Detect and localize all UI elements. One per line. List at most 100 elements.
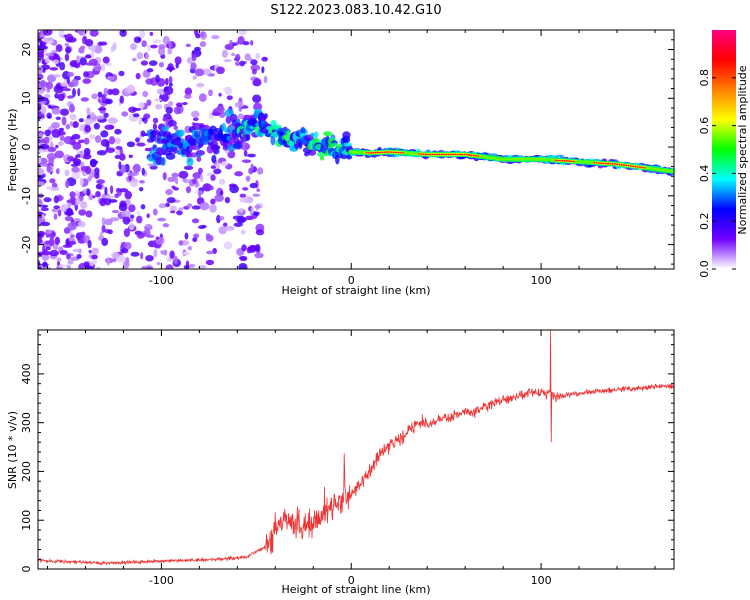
spectrogram-ridge-blob (343, 142, 353, 147)
spectrogram-noise-blob (234, 61, 241, 67)
spectrogram-noise-blob (216, 66, 225, 75)
spectrogram-noise-blob (88, 249, 92, 254)
spectrogram-noise-blob (78, 209, 87, 216)
spectrogram-noise-blob (91, 247, 100, 255)
spectrogram-noise-blob (67, 259, 74, 265)
spectrogram-noise-blob (121, 111, 129, 117)
spectrogram-noise-blob (53, 195, 59, 204)
spectrogram-noise-blob (53, 205, 61, 210)
spectrogram-noise-blob (149, 165, 158, 170)
spectrogram-ridge-blob (233, 135, 240, 146)
spectrogram-noise-blob (253, 102, 263, 112)
spectrogram-noise-blob (168, 40, 172, 49)
spectrogram-noise-blob (43, 266, 51, 269)
spectrogram-ridge-blob (160, 157, 166, 166)
spectrogram-noise-blob (235, 41, 239, 46)
spectrogram-noise-blob (119, 95, 124, 104)
spectrogram-noise-blob (43, 197, 52, 203)
spectrogram-noise-blob (198, 167, 203, 174)
spectrogram-noise-blob (140, 252, 144, 260)
spectrogram-noise-blob (44, 240, 51, 245)
spectrogram-noise-blob (136, 52, 144, 60)
spectrogram-noise-blob (49, 237, 55, 247)
spectrogram-noise-blob (72, 142, 82, 150)
spectrogram-noise-blob (61, 116, 67, 126)
spectrogram-noise-blob (76, 55, 80, 64)
spectrogram-noise-blob (59, 249, 68, 255)
spectrogram-noise-blob (49, 67, 59, 71)
spectrogram-noise-blob (158, 43, 166, 50)
spectrogram-noise-blob (250, 40, 254, 46)
spectrogram-noise-blob (97, 97, 101, 103)
spectrogram-noise-blob (186, 56, 194, 64)
spectrogram-noise-blob (145, 52, 150, 60)
spectrogram-ridge-blob (208, 141, 219, 146)
spectrogram-noise-blob (71, 78, 79, 87)
spectrogram-noise-blob (67, 221, 77, 231)
spectrogram-noise-blob (153, 98, 162, 102)
spectrogram-ridge-blob (270, 135, 276, 146)
spectrogram-noise-blob (183, 165, 194, 171)
spectrogram-noise-blob (153, 248, 158, 258)
spectrogram-noise-blob (78, 118, 84, 123)
spectrogram-noise-blob (46, 88, 50, 93)
spectrogram-noise-blob (95, 115, 105, 120)
spectrogram-noise-blob (158, 203, 167, 209)
spectrogram-noise-blob (128, 204, 136, 213)
spectrogram-ridge-blob (300, 126, 306, 135)
spectrogram-noise-blob (46, 185, 52, 190)
spectrogram-noise-blob (84, 125, 92, 133)
spectrogram-noise-blob (237, 35, 245, 45)
spectrogram-noise-blob (145, 78, 154, 85)
spectrogram-noise-blob (57, 209, 62, 217)
spectrogram-noise-blob (66, 199, 75, 204)
spectrogram-noise-blob (174, 56, 182, 65)
spectrogram-noise-blobs (38, 30, 268, 269)
spectrogram-noise-blob (201, 68, 212, 76)
spectrogram-noise-blob (223, 241, 233, 250)
spectrogram-noise-blob (198, 93, 207, 102)
spectrogram-noise-blob (40, 79, 46, 87)
spectrogram-noise-blob (143, 228, 151, 238)
spectrogram-noise-blob (248, 215, 258, 220)
spectrogram-noise-blob (141, 40, 147, 48)
spectrogram-noise-blob (118, 203, 128, 212)
spectrogram-noise-blob (162, 223, 170, 228)
spectrogram-noise-blob (121, 210, 132, 218)
spectrogram-noise-blob (239, 60, 245, 67)
spectrogram-noise-blob (149, 44, 158, 49)
spectrogram-ridge-blob (313, 131, 319, 139)
spectrogram-noise-blob (135, 137, 140, 143)
spectrogram-y-tick-label: 20 (20, 43, 33, 57)
spectrogram-noise-blob (178, 207, 183, 211)
spectrogram-noise-blob (66, 265, 71, 269)
spectrogram-ridge-blob (188, 152, 199, 158)
spectrogram-ridge-blob (180, 147, 187, 156)
spectrogram-noise-blob (160, 250, 165, 255)
spectrogram-noise-blob (250, 163, 254, 172)
spectrogram-noise-blob (79, 57, 87, 66)
colorbar-label: Normalized spectral amplitude (736, 65, 749, 234)
spectrogram-noise-blob (131, 57, 137, 62)
spectrogram-noise-blob (82, 78, 92, 84)
spectrogram-noise-blob (43, 136, 50, 144)
spectrogram-noise-blob (108, 136, 116, 145)
spectrogram-noise-blob (219, 216, 225, 221)
spectrogram-noise-blob (72, 121, 79, 129)
spectrogram-noise-blob (75, 197, 81, 206)
spectrogram-noise-blob (250, 59, 258, 66)
spectrogram-noise-blob (184, 232, 189, 240)
spectrogram-noise-blob (66, 155, 74, 162)
spectrogram-noise-blob (187, 245, 193, 251)
spectrogram-noise-blob (132, 107, 142, 111)
spectrogram-noise-blob (192, 178, 196, 185)
spectrogram-noise-blob (91, 254, 98, 260)
spectrogram-noise-blob (38, 132, 44, 140)
spectrogram-noise-blob (85, 151, 90, 157)
spectrogram-noise-blob (101, 237, 109, 247)
spectrogram-noise-blob (236, 215, 246, 224)
colorbar-tick-label: 0.8 (698, 69, 711, 87)
spectrogram-ridge-blob (285, 130, 292, 139)
spectrogram-noise-blob (152, 39, 162, 44)
spectrogram-noise-blob (138, 102, 145, 109)
